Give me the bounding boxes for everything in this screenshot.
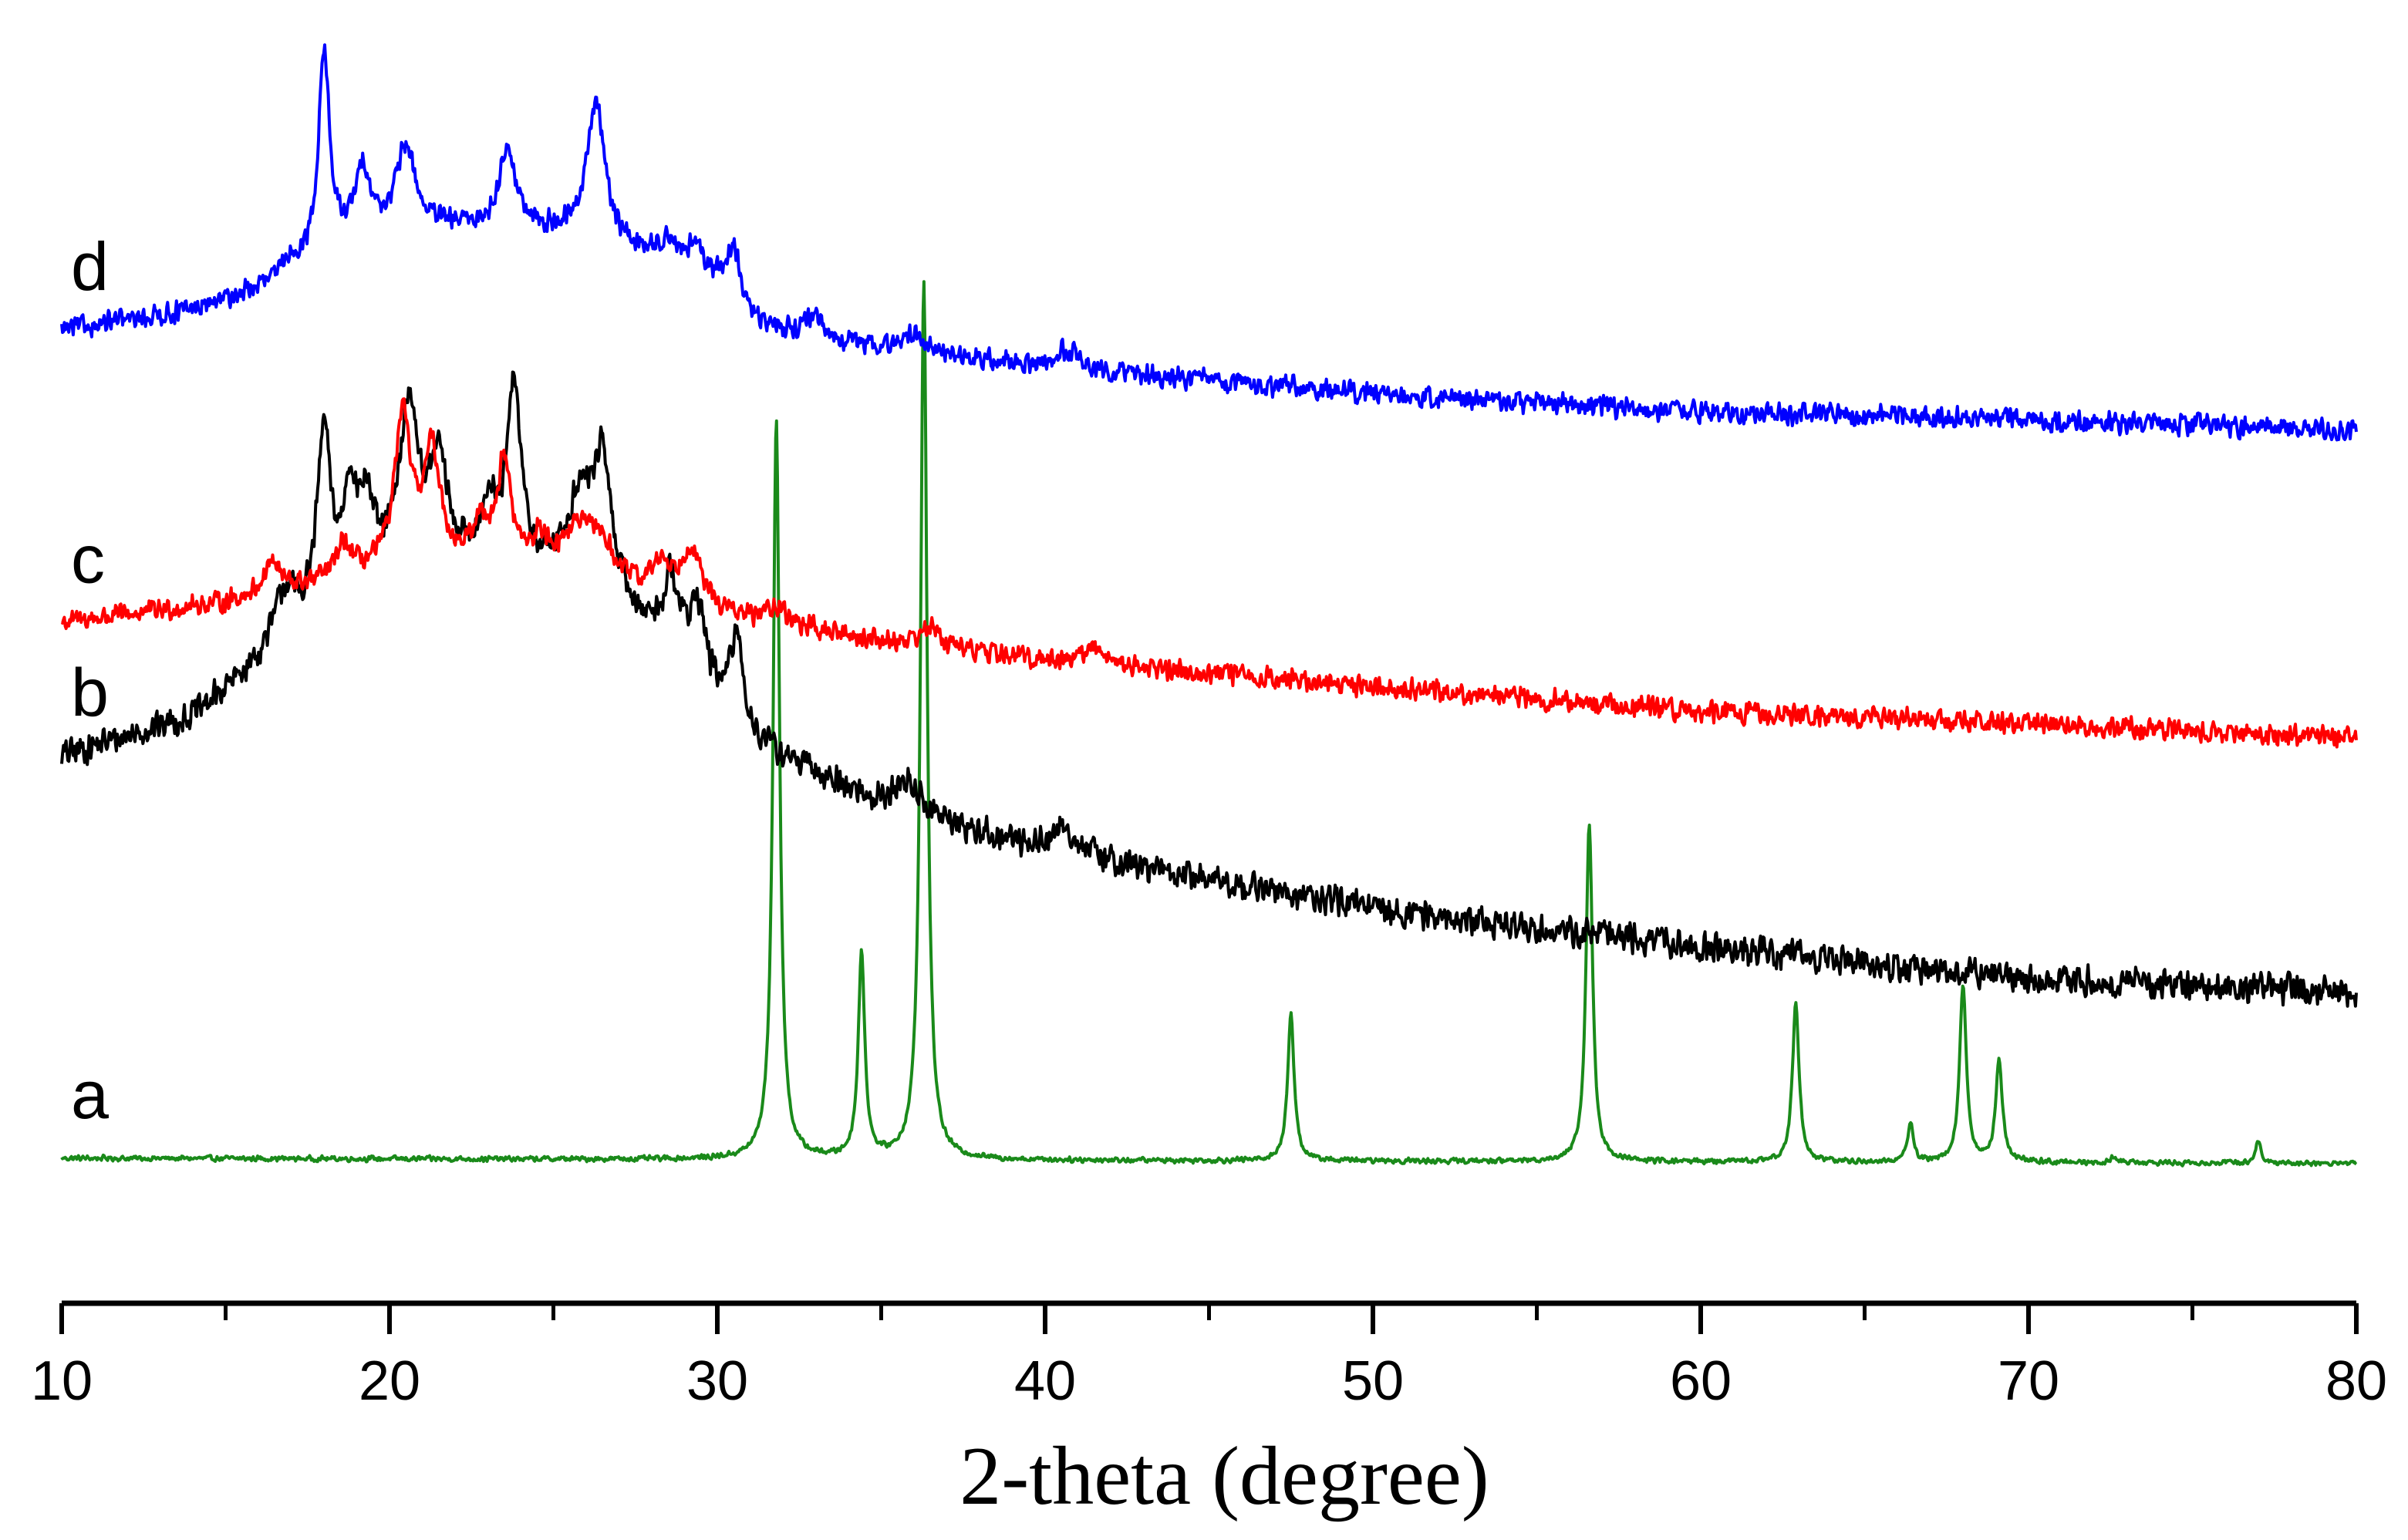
x-tick-label: 30	[686, 1350, 748, 1412]
x-tick-label: 50	[1342, 1350, 1404, 1412]
x-tick-label: 20	[359, 1350, 420, 1412]
series-label-a: a	[71, 1056, 109, 1133]
x-tick-label: 70	[1998, 1350, 2059, 1412]
series-line-a	[60, 280, 2358, 1168]
x-tick-label: 10	[31, 1350, 93, 1412]
series-labels: a bc d	[71, 228, 109, 1133]
x-tick-label: 60	[1670, 1350, 1732, 1412]
x-tick-label: 40	[1014, 1350, 1076, 1412]
series-line-c	[60, 397, 2358, 749]
x-axis-ticks: 10 20 30 40 50 60 70 80	[31, 1303, 2387, 1412]
series-line-d	[60, 43, 2358, 442]
x-tick-label: 80	[2325, 1350, 2387, 1412]
series-layer	[60, 43, 2358, 1168]
series-label-b: b	[71, 655, 109, 731]
series-label-c: c	[71, 521, 105, 597]
series-label-d: d	[71, 228, 109, 305]
series-line-b	[60, 370, 2358, 1008]
x-axis-title: 2-theta (degree)	[959, 1430, 1489, 1522]
